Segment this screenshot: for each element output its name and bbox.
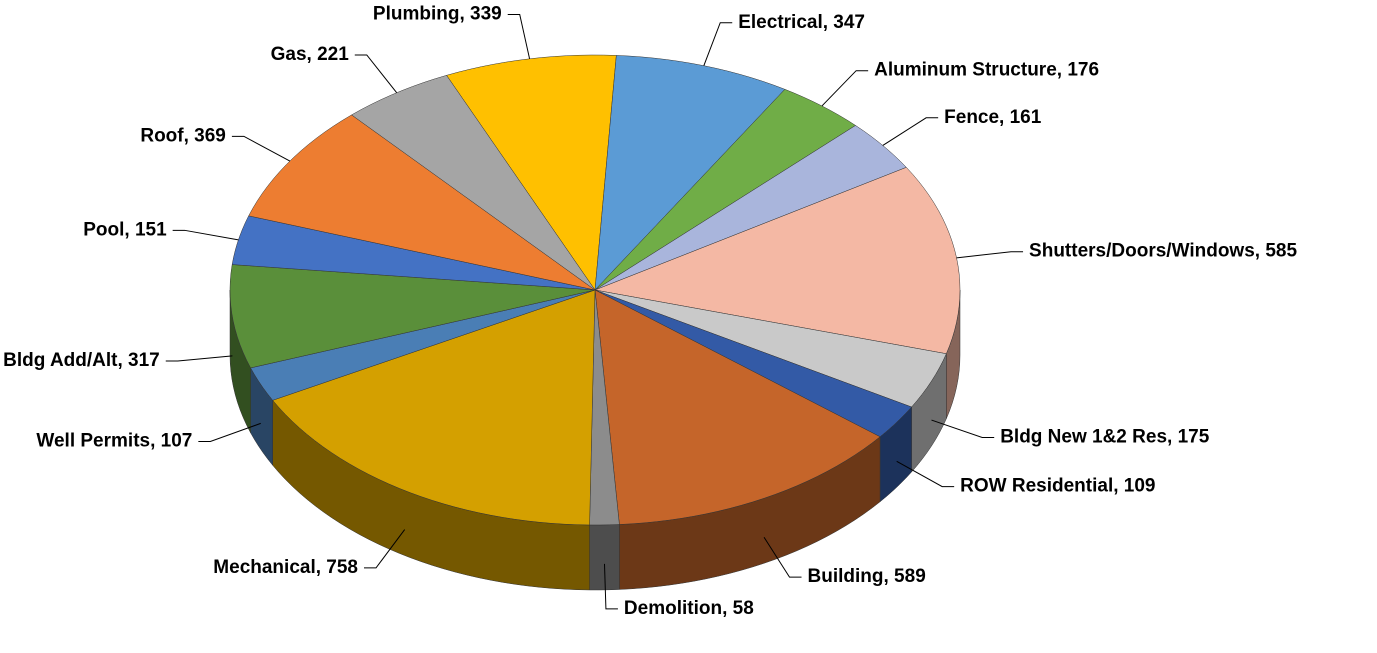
leader-line — [896, 460, 955, 488]
data-label: Well Permits, 107 — [36, 430, 192, 451]
data-label: Aluminum Structure, 176 — [874, 60, 1099, 81]
leader-line — [931, 419, 995, 438]
data-label: Gas, 221 — [271, 44, 350, 65]
data-label: Demolition, 58 — [624, 598, 754, 619]
slice — [231, 215, 596, 291]
data-label: Roof, 369 — [140, 125, 226, 146]
slice — [594, 289, 881, 525]
data-label: Building, 589 — [808, 566, 926, 587]
leader-line — [172, 229, 239, 241]
data-label: Mechanical, 758 — [213, 557, 358, 578]
leader-line — [956, 251, 1024, 259]
data-label: Pool, 151 — [83, 219, 167, 240]
leader-line — [364, 529, 406, 569]
leader-line — [763, 537, 802, 578]
slice-side — [589, 524, 620, 591]
leader-line — [354, 54, 398, 94]
data-label: Fence, 161 — [944, 107, 1042, 128]
leader-line — [882, 117, 939, 146]
leader-line — [507, 14, 531, 59]
slice — [594, 125, 907, 291]
leader-line — [603, 563, 618, 610]
leader-line — [821, 70, 869, 107]
leader-line — [231, 135, 291, 162]
slice — [594, 289, 947, 408]
data-label: Bldg Add/Alt, 317 — [3, 350, 160, 371]
slice — [229, 264, 596, 369]
data-label: Shutters/Doors/Windows, 585 — [1029, 241, 1297, 262]
slice — [248, 114, 596, 291]
data-label: Bldg New 1&2 Res, 175 — [1000, 426, 1210, 447]
slice — [351, 75, 596, 291]
slice — [594, 89, 857, 291]
slice — [272, 289, 596, 526]
leader-line — [198, 422, 261, 442]
leader-line — [703, 22, 733, 66]
leader-line — [165, 355, 233, 362]
slice — [250, 289, 596, 401]
slice — [594, 289, 912, 438]
data-label: ROW Residential, 109 — [960, 476, 1155, 497]
data-label: Electrical, 347 — [738, 12, 865, 33]
data-label: Plumbing, 339 — [373, 4, 502, 25]
